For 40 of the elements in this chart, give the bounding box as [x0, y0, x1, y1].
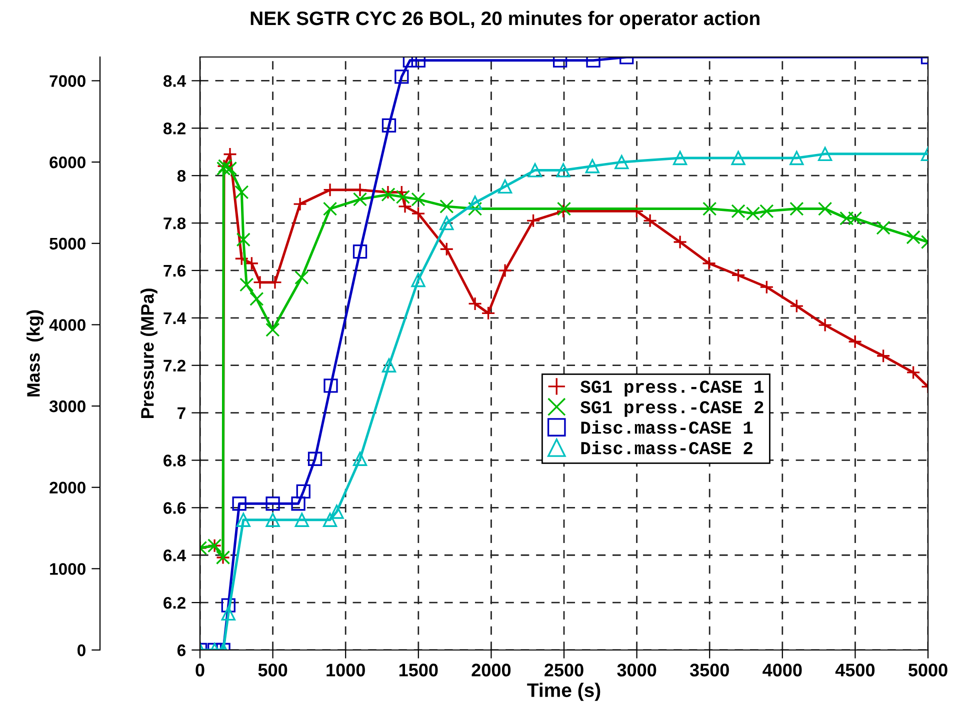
chart-title: NEK SGTR CYC 26 BOL, 20 minutes for operator action: [250, 10, 760, 30]
y-tick-label: 7.2: [164, 360, 186, 372]
x-tick-label: 4000: [762, 664, 802, 676]
y-tick-label: 7.6: [164, 264, 186, 277]
y-tick-label: 8: [177, 170, 186, 182]
y-tick-label: 6.2: [164, 596, 186, 609]
x-tick-label: 3000: [617, 664, 656, 676]
y2-tick-label: 5000: [50, 238, 86, 250]
x-tick-label: 4500: [835, 664, 875, 676]
y-tick-label: 8.4: [163, 75, 186, 87]
y-tick-label: 6.8: [164, 454, 186, 466]
x-tick-label: 1000: [326, 664, 365, 676]
legend-label: SG1 press.-CASE 1: [580, 380, 764, 396]
x-axis-title: Time (s): [527, 682, 600, 701]
x-tick-label: 500: [258, 664, 288, 676]
legend-label: SG1 press.-CASE 2: [580, 401, 764, 417]
y-tick-label: 6.6: [164, 502, 186, 514]
x-tick-label: 0: [196, 664, 204, 676]
y-tick-label: 7.4: [164, 312, 186, 324]
y2-tick-label: 7000: [50, 75, 86, 87]
y-tick-label: 8.2: [163, 122, 186, 134]
x-tick-label: 5000: [908, 664, 948, 676]
y2-tick-label: 0: [78, 644, 86, 656]
y-tick-label: 6: [177, 644, 186, 656]
x-tick-label: 1500: [399, 664, 438, 676]
y2-tick-label: 6000: [50, 156, 86, 168]
x-tick-label: 2000: [472, 664, 511, 676]
legend-label: Disc.mass-CASE 2: [581, 440, 752, 454]
y2-tick-label: 3000: [49, 400, 86, 412]
y-tick-label: 6.4: [164, 550, 186, 562]
y2-tick-label: 2000: [50, 482, 86, 494]
y2-axis-title: Mass (kg): [26, 310, 44, 396]
y-tick-label: 7.8: [164, 217, 186, 230]
y-axis-title: Pressure (MPa): [140, 288, 158, 418]
x-tick-label: 2500: [544, 664, 584, 676]
y2-tick-label: 1000: [50, 563, 86, 575]
y-tick-label: 7: [178, 407, 186, 419]
x-tick-label: 3500: [690, 664, 729, 676]
y2-tick-label: 4000: [49, 319, 86, 331]
legend-label: Disc.mass-CASE 1: [581, 420, 753, 434]
